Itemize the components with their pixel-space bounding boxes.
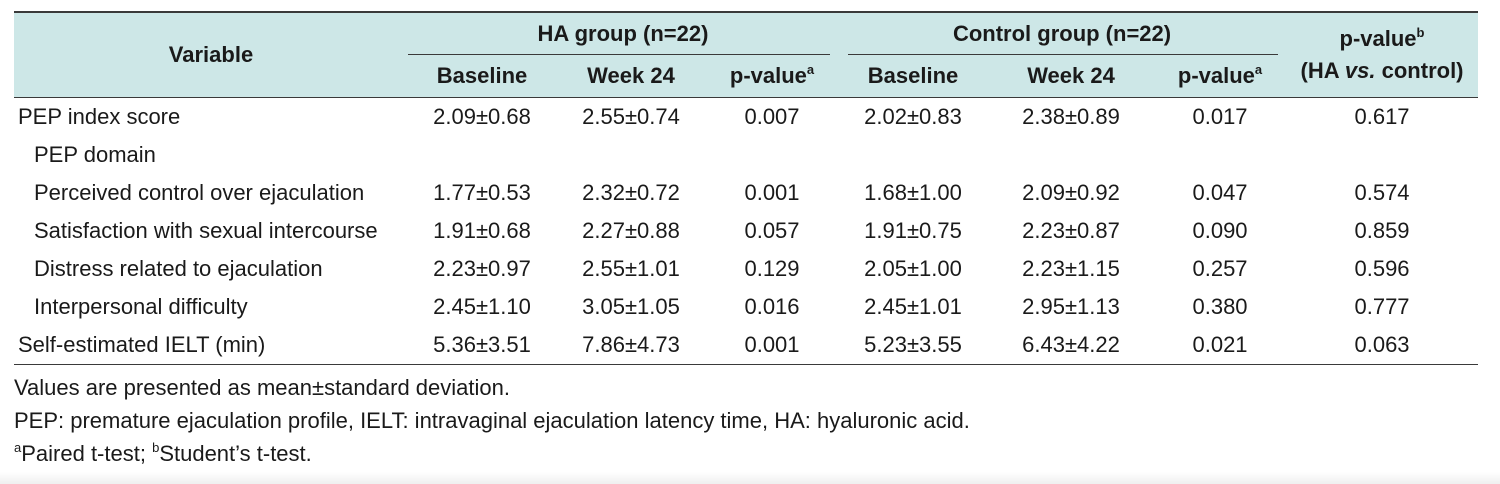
- table-row: Satisfaction with sexual intercourse 1.91…: [14, 212, 1478, 250]
- table-row: PEP index score 2.09±0.68 2.55±0.74 0.007 2.…: [14, 98, 1478, 137]
- header-p-between-sup: b: [1416, 25, 1425, 40]
- header-p-between-vs: vs.: [1344, 58, 1376, 83]
- cell-p-between: 0.859: [1354, 218, 1410, 243]
- cell-ctrl-week24: 6.43±4.22: [988, 326, 1155, 365]
- cell-ctrl-p: 0.090: [1192, 218, 1248, 243]
- cell-ha-week24: 2.27±0.88: [582, 218, 680, 243]
- row-label: PEP index score: [18, 104, 181, 129]
- cell-ha-p: 0.129: [744, 256, 800, 281]
- cell-ha-baseline: 1.91±0.68: [433, 218, 531, 243]
- footnote-sup-b: b: [152, 440, 160, 455]
- row-label: Perceived control over ejaculation: [34, 180, 365, 205]
- cell-ctrl-baseline: 5.23±3.55: [838, 326, 989, 365]
- cell-ctrl-baseline: 2.45±1.01: [864, 294, 962, 319]
- cell-ha-week24: 3.05±1.05: [582, 294, 680, 319]
- cell-ha-baseline: 2.45±1.10: [433, 294, 531, 319]
- cell-ha-p: 0.001: [744, 180, 800, 205]
- cell-ctrl-week24: 2.38±0.89: [1022, 104, 1120, 129]
- cell-ha-week24: 2.55±1.01: [582, 256, 680, 281]
- cell-p-between: 0.596: [1354, 256, 1410, 281]
- cell-ha-p: 0.001: [706, 326, 839, 365]
- row-label: Self-estimated IELT (min): [14, 326, 408, 365]
- cell-p-between: 0.777: [1354, 294, 1410, 319]
- header-ha-week24: Week 24: [587, 63, 675, 88]
- footnote-sup-a: a: [14, 440, 22, 455]
- cell-ha-p: 0.016: [744, 294, 800, 319]
- cell-ctrl-baseline: 2.02±0.83: [864, 104, 962, 129]
- header-p-between-pre: (HA: [1300, 58, 1345, 83]
- cell-p-between: 0.063: [1286, 326, 1479, 365]
- cell-ctrl-week24: 2.95±1.13: [1022, 294, 1120, 319]
- header-ha-pvalue-sup: a: [806, 62, 815, 77]
- cell-ha-week24: 2.32±0.72: [582, 180, 680, 205]
- table-row: Distress related to ejaculation 2.23±0.97…: [14, 250, 1478, 288]
- cell-ha-week24: 7.86±4.73: [556, 326, 706, 365]
- cell-ha-baseline: 1.77±0.53: [433, 180, 531, 205]
- cell-ctrl-baseline: 2.05±1.00: [864, 256, 962, 281]
- cell-ha-p: 0.007: [744, 104, 800, 129]
- header-p-between-post: control): [1375, 58, 1464, 83]
- table-row: Perceived control over ejaculation 1.77±0…: [14, 174, 1478, 212]
- header-ctrl-pvalue-sup: a: [1254, 62, 1263, 77]
- cell-ctrl-week24: 2.23±1.15: [1022, 256, 1120, 281]
- cell-ctrl-p: 0.017: [1192, 104, 1248, 129]
- cell-ctrl-p: [1154, 136, 1286, 174]
- table-row: PEP domain: [14, 136, 1478, 174]
- header-ha-group: HA group (n=22): [408, 12, 838, 55]
- cell-p-between: 0.617: [1354, 104, 1410, 129]
- cell-ctrl-p: 0.021: [1154, 326, 1287, 365]
- header-control-group-label: Control group (n=22): [952, 21, 1172, 46]
- cell-ctrl-week24: 2.23±0.87: [1022, 218, 1120, 243]
- cell-ctrl-p: 0.047: [1192, 180, 1248, 205]
- cell-ctrl-baseline: [838, 136, 988, 174]
- cell-ctrl-p: 0.257: [1192, 256, 1248, 281]
- cell-ctrl-baseline: 1.91±0.75: [864, 218, 962, 243]
- cell-ha-p: [706, 136, 838, 174]
- cell-ha-week24: 2.55±0.74: [582, 104, 680, 129]
- cell-ha-p: 0.057: [744, 218, 800, 243]
- footnote-paired: Paired t-test;: [21, 441, 153, 466]
- footnote-abbreviations: PEP: premature ejaculation profile, IELT…: [14, 408, 970, 433]
- row-label: Interpersonal difficulty: [34, 294, 248, 319]
- cell-ctrl-baseline: 1.68±1.00: [864, 180, 962, 205]
- header-ha-group-label: HA group (n=22): [537, 21, 709, 46]
- cell-ctrl-week24: 2.09±0.92: [1022, 180, 1120, 205]
- cell-ha-baseline: 5.36±3.51: [408, 326, 556, 365]
- page-bottom-shade: [0, 472, 1500, 484]
- header-ctrl-pvalue-text: p-value: [1177, 63, 1255, 88]
- row-label: Distress related to ejaculation: [34, 256, 323, 281]
- row-label: Satisfaction with sexual intercourse: [34, 218, 378, 243]
- header-p-between-text: p-value: [1339, 26, 1417, 51]
- cell-ha-week24: [556, 136, 706, 174]
- cell-p-between: [1286, 136, 1478, 174]
- header-p-between: p-valueb (HA vs. control): [1286, 12, 1478, 98]
- table-header: Variable HA group (n=22) Control group (…: [14, 12, 1479, 98]
- cell-ctrl-week24: [988, 136, 1154, 174]
- footnote-tests: aPaired t-test; bStudent’s t-test.: [14, 437, 970, 470]
- header-ha-pvalue: p-valuea: [706, 55, 838, 98]
- header-ha-baseline: Baseline: [436, 63, 528, 88]
- cell-p-between: 0.574: [1354, 180, 1410, 205]
- header-ctrl-pvalue: p-valuea: [1154, 55, 1286, 98]
- header-ha-pvalue-text: p-value: [729, 63, 807, 88]
- header-control-group: Control group (n=22): [838, 12, 1286, 55]
- table-footnotes: Values are presented as mean±standard de…: [14, 371, 970, 470]
- row-label: PEP domain: [34, 142, 156, 167]
- cell-ctrl-p: 0.380: [1192, 294, 1248, 319]
- table-row: Self-estimated IELT (min) 5.36±3.51 7.86±4…: [14, 326, 1479, 365]
- header-variable: Variable: [168, 42, 254, 67]
- footnote-student: Student’s t-test.: [159, 441, 312, 466]
- cell-ha-baseline: 2.09±0.68: [433, 104, 531, 129]
- table-body: PEP index score 2.09±0.68 2.55±0.74 0.007 2.…: [14, 97, 1479, 365]
- cell-ha-baseline: [408, 136, 556, 174]
- header-ctrl-week24: Week 24: [1027, 63, 1115, 88]
- results-table: Variable HA group (n=22) Control group (…: [14, 11, 1479, 365]
- footnote-values: Values are presented as mean±standard de…: [14, 375, 510, 400]
- cell-ha-baseline: 2.23±0.97: [433, 256, 531, 281]
- header-ctrl-baseline: Baseline: [867, 63, 959, 88]
- table-row: Interpersonal difficulty 2.45±1.10 3.05±1.…: [14, 288, 1478, 326]
